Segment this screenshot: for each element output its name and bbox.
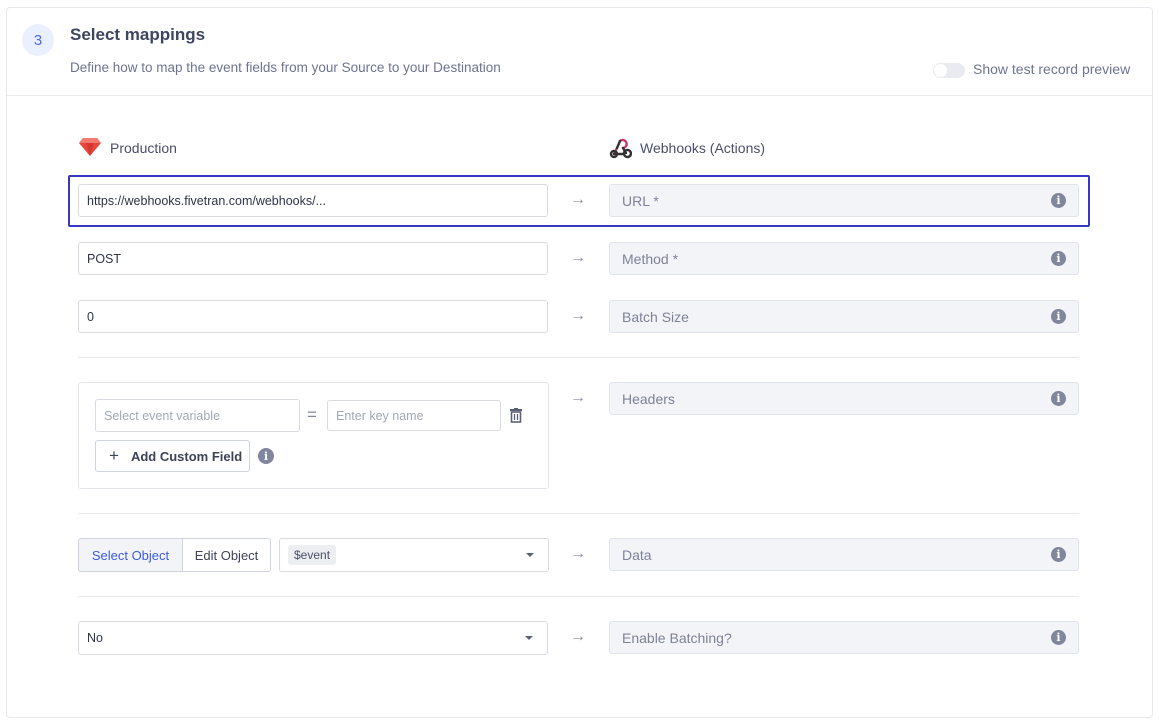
select-object-tab[interactable]: Select Object bbox=[78, 538, 183, 572]
add-custom-field-label: Add Custom Field bbox=[130, 448, 243, 464]
highlight-selection-box bbox=[68, 175, 1090, 227]
batch-size-destination-field: Batch Size i bbox=[609, 300, 1079, 333]
batching-select[interactable]: No bbox=[78, 621, 548, 655]
add-custom-field-button[interactable]: + Add Custom Field bbox=[95, 440, 250, 472]
mappings-card bbox=[6, 7, 1153, 718]
arrow-right-icon: → bbox=[570, 389, 586, 406]
method-source-input[interactable]: POST bbox=[78, 242, 548, 275]
headers-destination-field: Headers i bbox=[609, 382, 1079, 415]
batching-value: No bbox=[87, 631, 103, 645]
test-record-preview-label: Show test record preview bbox=[973, 61, 1131, 77]
info-icon[interactable]: i bbox=[1051, 547, 1066, 562]
arrow-right-icon: → bbox=[570, 545, 586, 562]
divider bbox=[78, 357, 1079, 358]
data-object-select[interactable]: $event bbox=[279, 538, 549, 572]
page-title: Select mappings bbox=[70, 25, 206, 44]
divider bbox=[78, 513, 1079, 514]
arrow-right-icon: → bbox=[570, 191, 586, 208]
ruby-gem-icon bbox=[79, 138, 101, 156]
header-divider bbox=[7, 95, 1152, 96]
arrow-right-icon: → bbox=[570, 307, 586, 324]
step-number-badge: 3 bbox=[22, 24, 54, 56]
headers-mapping-box bbox=[78, 382, 549, 489]
enable-batching-destination-field: Enable Batching? i bbox=[609, 621, 1079, 654]
info-icon[interactable]: i bbox=[258, 448, 274, 464]
arrow-right-icon: → bbox=[570, 628, 586, 645]
method-destination-field: Method * i bbox=[609, 242, 1079, 275]
data-destination-field: Data i bbox=[609, 538, 1079, 571]
headers-field-label: Headers bbox=[622, 390, 675, 407]
caret-down-icon bbox=[525, 636, 533, 640]
info-icon[interactable]: i bbox=[1051, 193, 1066, 208]
plus-icon: + bbox=[109, 446, 119, 465]
info-icon[interactable]: i bbox=[1051, 630, 1066, 645]
event-variable-chip: $event bbox=[288, 545, 337, 565]
page-subtitle: Define how to map the event fields from … bbox=[70, 60, 501, 75]
caret-down-icon bbox=[526, 553, 534, 557]
batch-size-source-input[interactable]: 0 bbox=[78, 300, 548, 333]
url-field-label: URL * bbox=[622, 192, 659, 209]
batch-size-field-label: Batch Size bbox=[622, 308, 689, 325]
trash-icon[interactable] bbox=[509, 408, 523, 423]
edit-object-tab[interactable]: Edit Object bbox=[182, 538, 271, 572]
divider bbox=[78, 596, 1079, 597]
info-icon[interactable]: i bbox=[1051, 251, 1066, 266]
method-field-label: Method * bbox=[622, 250, 679, 267]
enable-batching-field-label: Enable Batching? bbox=[622, 629, 732, 646]
event-variable-select[interactable]: Select event variable bbox=[95, 399, 300, 432]
data-field-label: Data bbox=[622, 546, 652, 563]
key-name-input[interactable]: Enter key name bbox=[327, 400, 501, 431]
arrow-right-icon: → bbox=[570, 249, 586, 266]
test-record-preview-toggle[interactable] bbox=[933, 63, 965, 78]
destination-name: Webhooks (Actions) bbox=[640, 140, 766, 156]
source-name: Production bbox=[110, 140, 177, 156]
webhooks-icon bbox=[609, 138, 632, 159]
url-source-input[interactable]: https://webhooks.fivetran.com/webhooks/.… bbox=[78, 184, 548, 217]
info-icon[interactable]: i bbox=[1051, 309, 1066, 324]
url-destination-field: URL * i bbox=[609, 184, 1079, 217]
info-icon[interactable]: i bbox=[1051, 391, 1066, 406]
equals-icon: = bbox=[307, 405, 317, 424]
